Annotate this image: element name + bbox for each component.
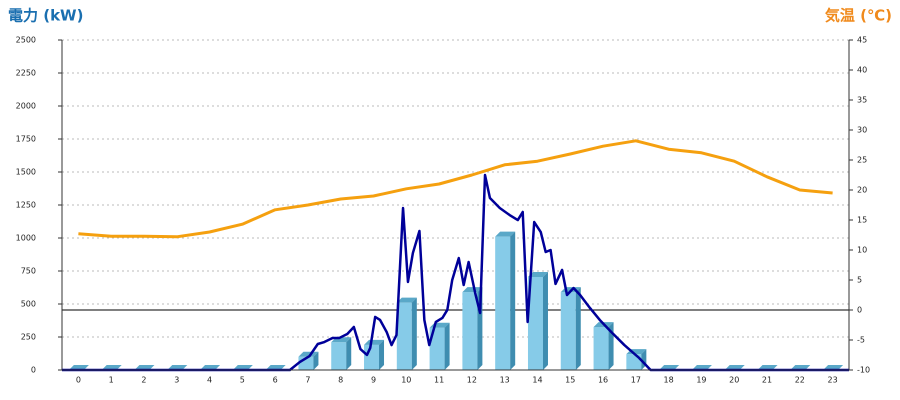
x-tick-label: 11 (434, 376, 444, 385)
x-tick-label: 13 (500, 376, 510, 385)
y-tick-label: 250 (21, 333, 36, 342)
y2-tick-label: 35 (857, 96, 867, 105)
x-tick-label: 5 (240, 376, 245, 385)
bar-top (364, 339, 385, 345)
x-tick-label: 3 (174, 376, 179, 385)
y2-tick-label: -10 (857, 366, 870, 375)
x-tick-label: 10 (401, 376, 411, 385)
bar (527, 276, 543, 370)
x-tick-label: 9 (371, 376, 376, 385)
bar-side (411, 297, 417, 370)
x-tick-label: 12 (467, 376, 477, 385)
bar-side (313, 351, 319, 370)
x-tick-label: 1 (109, 376, 114, 385)
y-tick-label: 0 (31, 366, 36, 375)
x-tick-label: 2 (141, 376, 146, 385)
x-tick-label: 21 (762, 376, 772, 385)
y-tick-label: 1250 (16, 201, 36, 210)
y2-tick-label: 15 (857, 216, 867, 225)
x-tick-label: 20 (729, 376, 739, 385)
y-tick-label: 1000 (16, 234, 36, 243)
x-tick-label: 18 (664, 376, 674, 385)
x-tick-label: 19 (696, 376, 706, 385)
bar (364, 344, 380, 370)
y-tick-label: 2250 (16, 69, 36, 78)
y2-axis-title: 気温 (℃) (825, 7, 892, 25)
bar (331, 342, 347, 370)
bar-side (542, 271, 548, 370)
x-tick-label: 7 (305, 376, 310, 385)
bar-side (379, 339, 385, 370)
temperature-line (78, 139, 833, 239)
x-tick-label: 6 (273, 376, 278, 385)
y2-tick-label: 5 (857, 276, 862, 285)
bar (462, 292, 478, 370)
bar (593, 327, 609, 370)
bar-top (298, 351, 319, 357)
bar (560, 292, 576, 370)
bar-side (575, 287, 581, 370)
bar (429, 327, 445, 370)
power-line (62, 173, 849, 372)
bar-top (495, 231, 516, 237)
bar-top (462, 287, 483, 293)
bar-side (444, 322, 450, 370)
y-tick-label: 2500 (16, 36, 36, 45)
x-tick-label: 23 (828, 376, 838, 385)
y2-tick-label: 0 (857, 306, 862, 315)
y2-tick-label: -5 (857, 336, 865, 345)
x-tick-label: 16 (598, 376, 608, 385)
y-tick-label: 750 (21, 267, 36, 276)
bar (495, 236, 511, 370)
bar-top (396, 297, 417, 303)
y-tick-label: 1750 (16, 135, 36, 144)
x-tick-label: 4 (207, 376, 212, 385)
y2-tick-label: 20 (857, 186, 867, 195)
y-tick-label: 500 (21, 300, 36, 309)
x-tick-label: 22 (795, 376, 805, 385)
bar-top (527, 271, 548, 277)
y2-tick-label: 45 (857, 36, 867, 45)
y2-tick-label: 10 (857, 246, 867, 255)
x-tick-label: 0 (76, 376, 81, 385)
x-tick-label: 14 (532, 376, 542, 385)
y-axis-title: 電力 (kW) (8, 7, 83, 25)
bar (396, 302, 412, 370)
y2-tick-label: 30 (857, 126, 867, 135)
y2-tick-label: 40 (857, 66, 867, 75)
x-tick-label: 8 (338, 376, 343, 385)
y-tick-label: 1500 (16, 168, 36, 177)
y-tick-label: 2000 (16, 102, 36, 111)
bar-side (346, 337, 352, 370)
x-tick-label: 17 (631, 376, 641, 385)
bar-side (510, 231, 516, 370)
y2-tick-label: 25 (857, 156, 867, 165)
x-tick-label: 15 (565, 376, 575, 385)
